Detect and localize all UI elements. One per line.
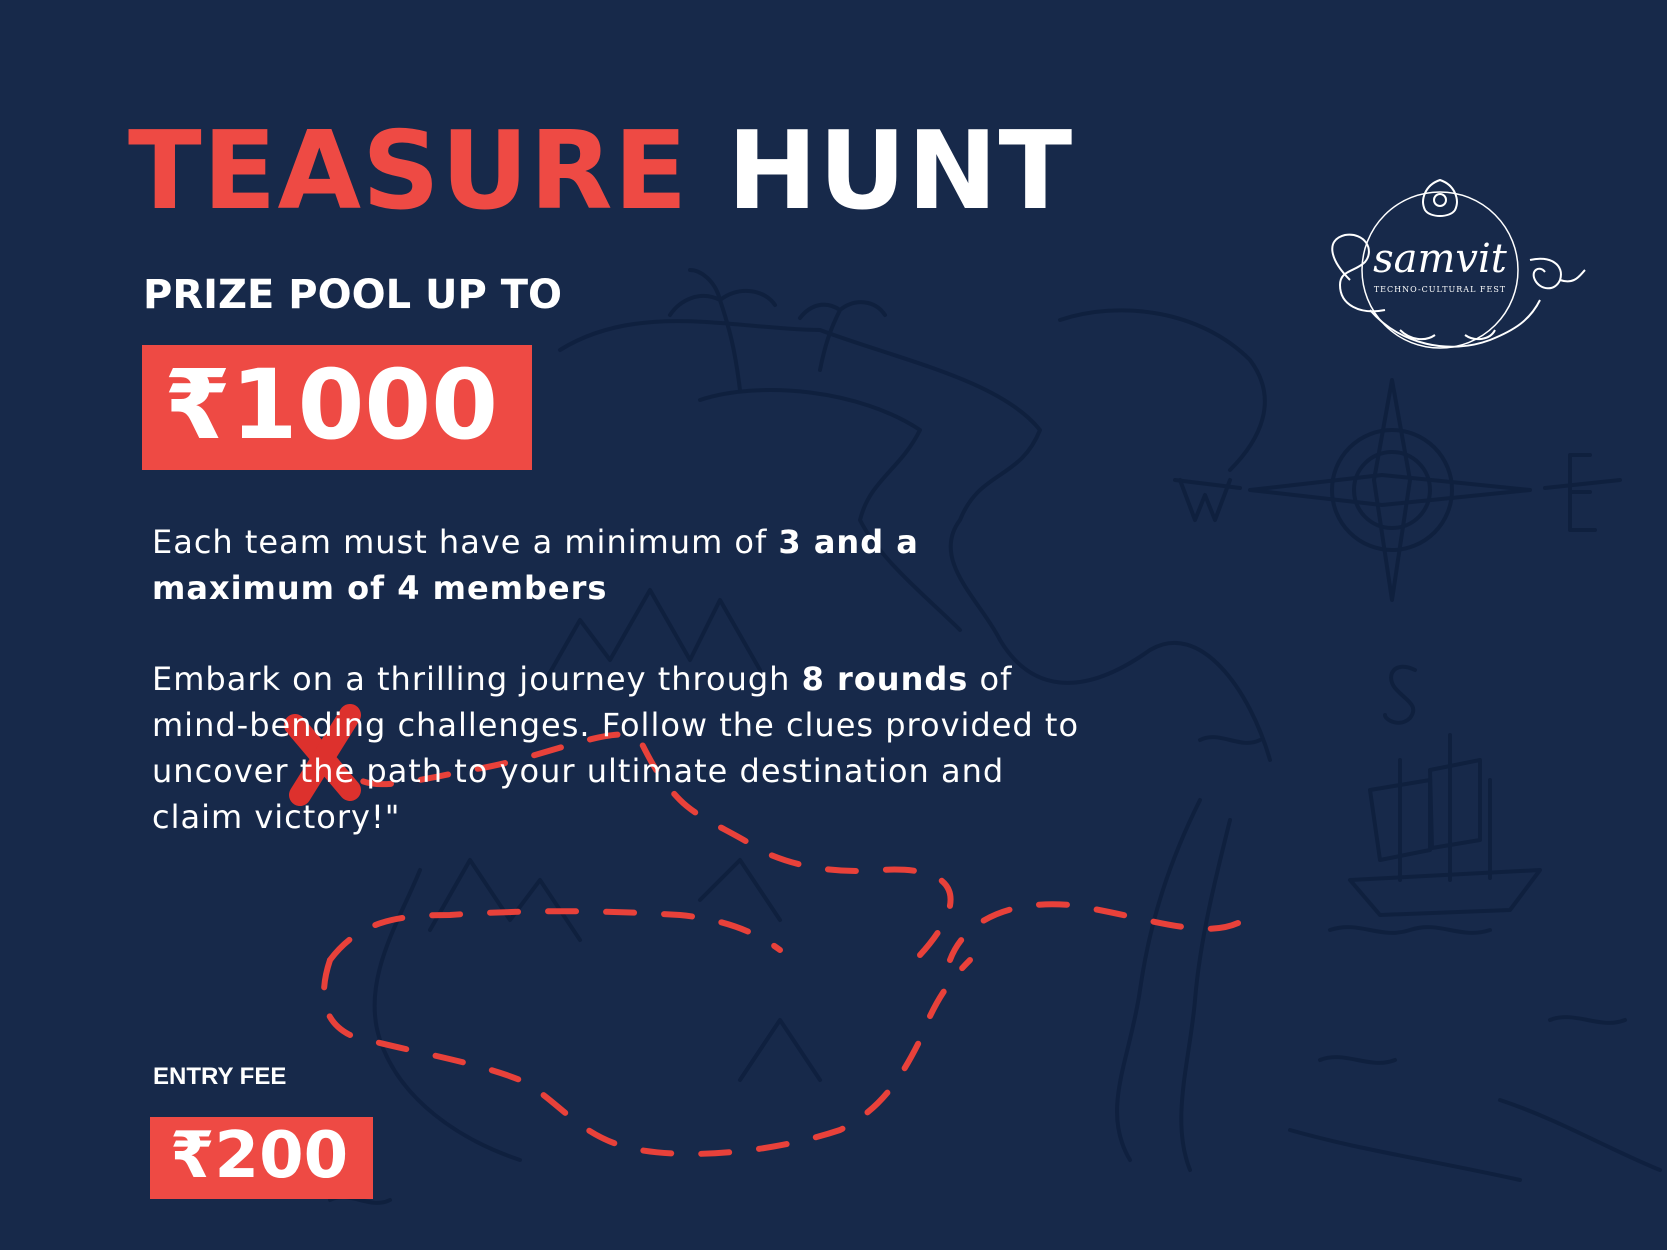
event-title-red: TEASURE bbox=[128, 109, 689, 234]
entry-fee-amount: ₹200 bbox=[170, 1119, 349, 1193]
map-contour bbox=[698, 388, 962, 632]
event-description-start: Embark on a thrilling journey through bbox=[152, 660, 802, 698]
event-title-white: HUNT bbox=[727, 109, 1074, 234]
map-mountain bbox=[538, 588, 762, 692]
compass-letter-s bbox=[1383, 664, 1417, 725]
prize-amount-box: ₹1000 bbox=[142, 345, 532, 470]
shell-icon bbox=[1422, 178, 1458, 217]
map-contour bbox=[1498, 1098, 1662, 1172]
event-description-end: of mind-bending challenges. Follow the c… bbox=[152, 660, 1080, 836]
treasure-path bbox=[321, 731, 1241, 1157]
prize-pool-label: PRIZE POOL UP TO bbox=[143, 272, 563, 318]
event-description: Embark on a thrilling journey through 8 … bbox=[152, 656, 1092, 840]
prize-amount: ₹1000 bbox=[164, 349, 498, 461]
palm-tree-icon bbox=[668, 268, 777, 392]
map-mountain bbox=[428, 858, 582, 942]
x-mark-icon bbox=[284, 704, 361, 806]
samvit-logo: samvit TECHNO-CULTURAL FEST bbox=[1331, 178, 1586, 349]
map-contour bbox=[1115, 798, 1202, 1162]
event-title: TEASURE HUNT bbox=[128, 118, 1073, 226]
map-contour bbox=[1058, 308, 1267, 472]
map-mountain bbox=[698, 858, 782, 922]
map-contour bbox=[1179, 818, 1232, 1172]
peacock-icon bbox=[1331, 233, 1386, 313]
ship-icon bbox=[1348, 868, 1542, 917]
logo-name: samvit bbox=[1373, 236, 1508, 282]
team-size-description: Each team must have a minimum of 3 and a… bbox=[152, 519, 1092, 611]
map-mountain bbox=[738, 1018, 822, 1082]
map-contour bbox=[1288, 1128, 1522, 1182]
logo-subtitle: TECHNO-CULTURAL FEST bbox=[1374, 285, 1506, 294]
compass-letter-e bbox=[1568, 453, 1597, 532]
team-size-text: Each team must have a minimum of bbox=[152, 523, 779, 561]
rounds-bold: 8 rounds bbox=[801, 660, 969, 698]
palm-tree-icon bbox=[798, 300, 887, 372]
entry-fee-label: ENTRY FEE bbox=[153, 1063, 287, 1090]
map-coastline bbox=[558, 319, 1272, 762]
feather-icon bbox=[1529, 257, 1562, 290]
entry-fee-box: ₹200 bbox=[150, 1117, 373, 1199]
team-size-bold: 3 and a maximum of 4 members bbox=[152, 523, 919, 607]
compass-letter-w bbox=[1178, 478, 1232, 522]
compass-rose-icon bbox=[1330, 428, 1454, 552]
